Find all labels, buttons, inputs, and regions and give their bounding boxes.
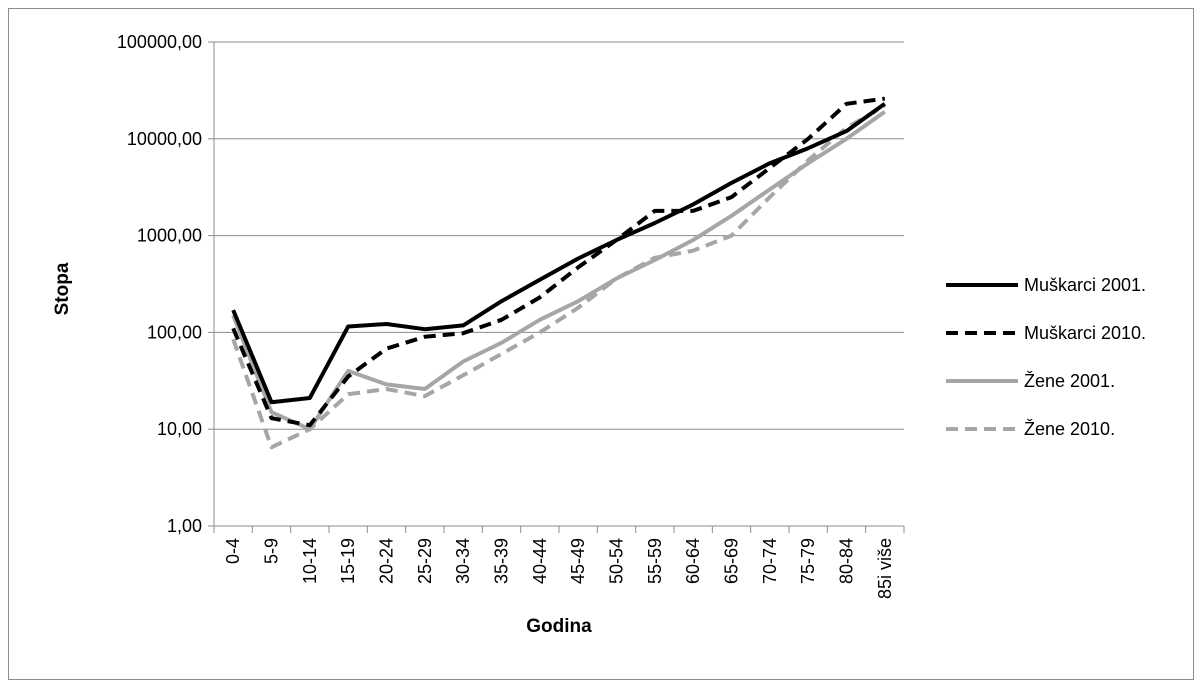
x-tick-label: 45-49 [568, 538, 588, 584]
series-line-2 [231, 96, 886, 428]
y-tick-label: 100,00 [147, 322, 202, 342]
x-tick-label: 75-79 [798, 538, 818, 584]
y-tick-label: 10,00 [157, 419, 202, 439]
x-tick-label: 55-59 [645, 538, 665, 584]
chart-frame [8, 8, 1194, 680]
series-lines [231, 96, 886, 450]
x-axis-title: Godina [526, 616, 592, 637]
y-axis-title: Stopa [52, 262, 73, 315]
x-tick-label: 60-64 [683, 538, 703, 584]
x-tick-label: 5-9 [262, 538, 282, 564]
gridlines [214, 41, 904, 527]
x-tick-label: 85i više [875, 538, 895, 599]
y-tick-label: 1000,00 [137, 226, 202, 246]
x-tick-label: 25-29 [415, 538, 435, 584]
legend-label: Žene 2001. [1024, 371, 1115, 391]
x-tick-label: 40-44 [530, 538, 550, 584]
legend: Muškarci 2001. Muškarci 2010. Žene 2001. Že… [946, 275, 1146, 439]
x-tick-label: 70-74 [760, 538, 780, 584]
x-tick-label: 30-34 [453, 538, 473, 584]
x-tick-label: 65-69 [722, 538, 742, 584]
x-tick-label: 0-4 [223, 538, 243, 564]
x-tick-label: 10-14 [300, 538, 320, 584]
x-tick-label: 20-24 [377, 538, 397, 584]
legend-label: Muškarci 2010. [1024, 323, 1146, 343]
x-tick-label: 35-39 [492, 538, 512, 584]
series-line-1 [231, 102, 886, 405]
axes: 1,00 10,00 100,00 1000,00 10000,00 100000,00 0… [117, 32, 905, 599]
x-tick-label: 80-84 [837, 538, 857, 584]
legend-label: Žene 2010. [1024, 419, 1115, 439]
y-tick-label: 100000,00 [117, 32, 202, 52]
x-tick-label: 15-19 [338, 538, 358, 584]
legend-label: Muškarci 2001. [1024, 275, 1146, 295]
series-line-4 [231, 103, 886, 450]
y-tick-label: 10000,00 [127, 129, 202, 149]
x-tick-label: 50-54 [607, 538, 627, 584]
series-line-3 [231, 110, 886, 432]
y-tick-label: 1,00 [167, 516, 202, 536]
